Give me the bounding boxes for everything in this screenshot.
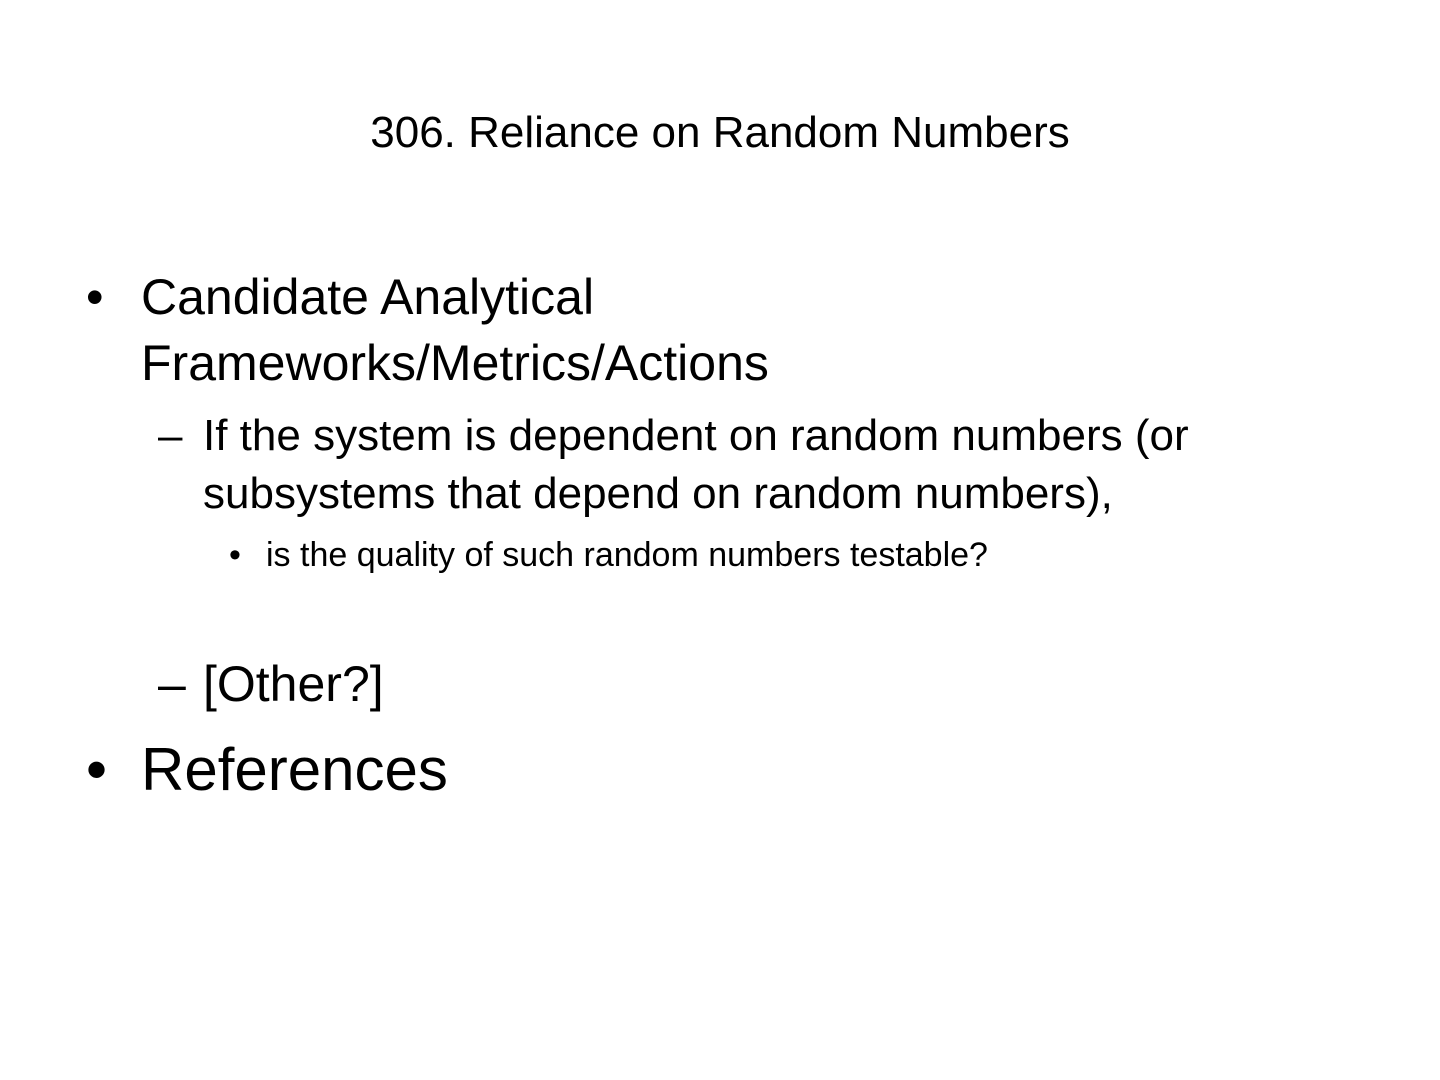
slide-title: 306. Reliance on Random Numbers [370, 108, 1070, 157]
bullet-text-line-2: Frameworks/Metrics/Actions [141, 335, 769, 391]
subbullet-text-line-2: subsystems that depend on random numbers… [203, 469, 1113, 518]
subbullet-text-line-1: If the system is dependent on random num… [203, 411, 1189, 460]
subbullet-text: [Other?] [203, 656, 384, 712]
subsubbullet-quality-testable: • is the quality of such random numbers … [229, 535, 988, 575]
dash-marker: – [158, 656, 186, 712]
bullet-text-line-1: Candidate Analytical [141, 269, 595, 325]
bullet-text: References [141, 736, 448, 803]
bullet-marker: • [86, 736, 108, 803]
bullet-references: • References [86, 734, 448, 806]
bullet-marker: • [86, 269, 104, 325]
bullet-marker: • [229, 536, 241, 574]
subsubbullet-text: is the quality of such random numbers te… [266, 536, 988, 574]
subbullet-other: – [Other?] [158, 652, 384, 716]
subbullet-random-dependency: – If the system is dependent on random n… [158, 407, 1189, 523]
dash-marker: – [158, 411, 183, 460]
bullet-candidate-frameworks: • Candidate Analytical Frameworks/Metric… [86, 264, 769, 396]
